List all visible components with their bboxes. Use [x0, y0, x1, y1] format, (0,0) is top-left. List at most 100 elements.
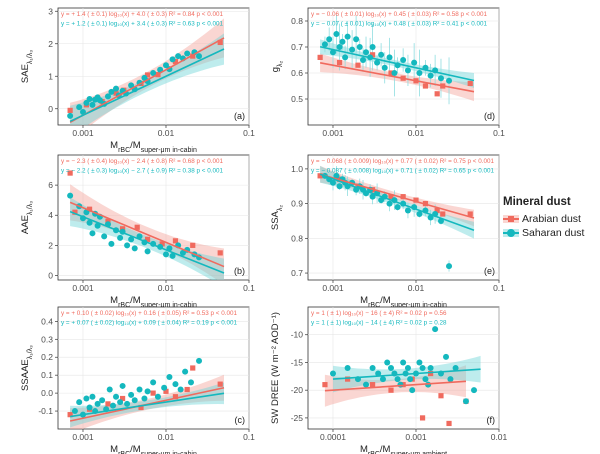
- data-point-saharan: [409, 387, 416, 394]
- data-point-saharan: [196, 357, 203, 364]
- regression-equation-saharan: y = − 2.2 ( ± 0.3) log₁₀(x) − 2.7 ( ± 0.…: [61, 168, 223, 175]
- data-point-arabian: [134, 224, 140, 230]
- panel-c: 0.001 0.01 0.1 -0.1 0.0 0.1 0.2 0.3 0.4 y = + 0.1…: [20, 306, 255, 454]
- data-point-arabian: [67, 412, 73, 418]
- data-point-arabian: [419, 415, 426, 421]
- x-tick-label: 0.01: [408, 283, 425, 293]
- data-point-saharan: [128, 82, 135, 89]
- panel-a: 0.001 0.01 0.1 0 1 2 3 y = + 1.4 ( ± 0.1) log₁₀…: [20, 6, 255, 153]
- legend: Mineral dust Arabian dust Saharan dust: [503, 196, 600, 240]
- x-tick-label: 0.001: [72, 432, 94, 442]
- y-axis-label: SAEλ₁/λ₃: [20, 50, 34, 83]
- data-point-saharan: [329, 370, 336, 377]
- data-point-saharan: [471, 387, 478, 394]
- data-point-saharan: [427, 365, 434, 371]
- panel-d-data: [317, 14, 475, 105]
- data-point-saharan: [374, 59, 381, 66]
- data-point-saharan: [411, 59, 418, 66]
- data-point-saharan: [416, 211, 423, 218]
- data-point-saharan: [124, 242, 131, 249]
- x-tick-label: 0.001: [322, 128, 344, 138]
- data-point-saharan: [169, 56, 176, 63]
- data-point-arabian: [190, 365, 196, 371]
- data-point-saharan: [144, 388, 151, 395]
- y-tick-label: 0.9: [291, 199, 303, 209]
- data-point-arabian: [119, 395, 126, 402]
- data-point-saharan: [177, 386, 184, 393]
- panel-f-data: [322, 326, 481, 427]
- data-point-arabian: [322, 382, 328, 388]
- data-point-saharan: [329, 179, 336, 186]
- regression-equation-saharan: y = + 0.07 ( ± 0.02) log₁₀(x) + 0.09 ( ±…: [61, 320, 237, 327]
- data-point-saharan: [106, 386, 113, 393]
- x-tick-label: 0.001: [72, 128, 94, 138]
- data-point-arabian: [317, 54, 323, 60]
- panel-e: 0.001 0.01 0.1 0.7 0.8 0.9 1.0 y = − 0.068 ( ± …: [270, 154, 505, 309]
- data-point-saharan: [182, 368, 189, 375]
- data-point-arabian: [355, 62, 361, 68]
- panel-f: 0.0001 0.001 0.01 -25 -20 -15 -10 y = 1 ( ± 1) …: [270, 306, 508, 454]
- data-point-saharan: [344, 365, 351, 371]
- data-point-saharan: [422, 376, 429, 383]
- data-point-arabian: [184, 386, 190, 393]
- data-point-arabian: [400, 194, 406, 200]
- data-point-arabian: [217, 250, 223, 256]
- data-point-saharan: [117, 399, 124, 406]
- data-point-saharan: [394, 204, 401, 211]
- confidence-band-arabian: [70, 184, 224, 280]
- data-point-saharan: [427, 214, 434, 221]
- y-tick-label: 0.7: [291, 42, 303, 52]
- y-tick-label: -25: [291, 413, 304, 423]
- data-point-arabian: [172, 59, 179, 65]
- panel-d: 0.001 0.01 0.1 0.5 0.6 0.7 0.8 y = − 0.06 ( ± 0…: [270, 7, 505, 138]
- data-point-saharan: [104, 93, 111, 100]
- x-tick-label: 0.1: [243, 128, 255, 138]
- y-tick-label: 2: [48, 240, 53, 250]
- y-tick-label: 2: [48, 39, 53, 49]
- data-point-arabian: [317, 173, 323, 179]
- data-point-saharan: [432, 326, 439, 333]
- data-point-saharan: [76, 104, 83, 111]
- y-tick-label: -10: [291, 330, 304, 340]
- data-point-arabian: [434, 207, 440, 214]
- data-point-arabian: [413, 197, 419, 203]
- panel-e-frame: [307, 154, 500, 281]
- data-point-arabian: [144, 72, 151, 78]
- x-tick-label: 0.1: [243, 283, 255, 293]
- data-point-saharan: [407, 376, 414, 383]
- regression-equation-arabian: y = − 0.068 ( ± 0.009) log₁₀(x) + 0.77 (…: [311, 158, 494, 165]
- regression-equation-saharan: y = − 0.087 ( ± 0.008) log₁₀(x) + 0.71 (…: [311, 168, 494, 175]
- data-point-saharan: [169, 252, 176, 259]
- data-point-arabian: [467, 80, 473, 86]
- data-point-saharan: [353, 36, 360, 43]
- fit-line-saharan: [319, 45, 475, 82]
- data-point-saharan: [67, 112, 74, 119]
- panel-label: (c): [235, 415, 246, 425]
- data-point-saharan: [136, 386, 143, 393]
- data-point-saharan: [175, 53, 182, 60]
- panel-label: (a): [234, 111, 245, 121]
- panel-label: (f): [487, 415, 496, 425]
- data-point-saharan: [416, 359, 423, 366]
- data-point-saharan: [369, 44, 376, 50]
- regression-equation-saharan: y = − 0.07 ( ± 0.01) log₁₀(x) + 0.48 ( ±…: [311, 21, 487, 28]
- x-tick-label: 0.0001: [320, 432, 346, 442]
- y-tick-label: -15: [291, 357, 304, 367]
- panel-a-data: [67, 18, 225, 125]
- data-point-arabian: [446, 420, 452, 427]
- data-point-saharan: [379, 376, 386, 383]
- data-point-saharan: [136, 233, 143, 240]
- data-point-saharan: [404, 67, 411, 74]
- fit-line-saharan: [319, 173, 475, 232]
- regression-equation-saharan: y = + 1.2 ( ± 0.1) log₁₀(x) + 3.4 ( ± 0.…: [61, 21, 223, 28]
- x-tick-label: 0.01: [158, 432, 175, 442]
- x-tick-label: 0.1: [243, 432, 255, 442]
- data-point-arabian: [428, 370, 434, 377]
- regression-equation-arabian: y = − 0.06 ( ± 0.01) log₁₀(x) + 0.45 ( ±…: [311, 11, 487, 18]
- regression-equation-arabian: y = − 2.3 ( ± 0.4) log₁₀(x) − 2.4 ( ± 0.…: [61, 158, 223, 165]
- panel-c-data: [67, 357, 225, 429]
- data-point-saharan: [89, 101, 96, 108]
- data-point-saharan: [166, 373, 173, 380]
- data-point-saharan: [83, 395, 90, 402]
- data-point-saharan: [108, 240, 115, 247]
